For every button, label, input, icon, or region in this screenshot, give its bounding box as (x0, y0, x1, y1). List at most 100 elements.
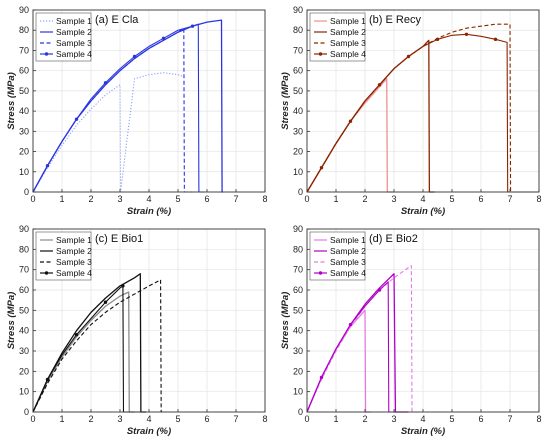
data-point (103, 81, 108, 85)
series-line-2 (32, 273, 147, 413)
series-line-3 (32, 279, 167, 413)
legend-label: Sample 3 (56, 257, 92, 267)
y-tick-label: 80 (19, 244, 29, 254)
x-tick-label: 0 (30, 414, 35, 424)
series-line-4 (306, 33, 539, 193)
y-tick-label: 30 (19, 126, 29, 136)
y-axis-label: Stress (MPa) (280, 292, 291, 350)
x-tick-label: 3 (391, 414, 396, 424)
x-axis-label: Strain (%) (127, 206, 171, 217)
legend-label: Sample 3 (330, 38, 366, 48)
y-tick-label: 0 (298, 407, 303, 417)
series-line-1 (32, 72, 184, 193)
y-tick-label: 80 (293, 244, 303, 254)
x-tick-label: 1 (333, 414, 338, 424)
x-tick-label: 3 (117, 194, 122, 204)
y-tick-label: 30 (293, 126, 303, 136)
x-tick-label: 7 (507, 414, 512, 424)
x-axis-label: Strain (%) (401, 206, 445, 217)
y-tick-label: 40 (293, 326, 303, 336)
legend-label: Sample 3 (56, 38, 92, 48)
data-point (121, 284, 125, 288)
y-tick-label: 10 (19, 387, 29, 397)
legend-label: Sample 4 (56, 49, 92, 59)
x-tick-label: 2 (88, 194, 93, 204)
y-axis-label: Stress (MPa) (6, 72, 17, 130)
x-tick-label: 2 (362, 194, 367, 204)
y-tick-label: 20 (293, 147, 303, 157)
y-tick-label: 50 (293, 305, 303, 315)
panel-title: (d) E Bio2 (369, 233, 418, 245)
y-tick-label: 70 (293, 45, 303, 55)
x-tick-label: 2 (362, 414, 367, 424)
x-tick-label: 5 (175, 194, 180, 204)
x-tick-label: 8 (262, 194, 267, 204)
x-tick-label: 1 (59, 414, 64, 424)
y-tick-label: 0 (298, 187, 303, 197)
y-tick-label: 10 (293, 387, 303, 397)
legend-label: Sample 1 (330, 16, 366, 26)
series-line-1 (32, 291, 135, 413)
x-tick-label: 7 (507, 194, 512, 204)
x-tick-label: 8 (536, 194, 541, 204)
y-tick-label: 40 (19, 106, 29, 116)
legend-marker (318, 52, 323, 56)
y-tick-label: 70 (293, 265, 303, 275)
x-tick-label: 1 (333, 194, 338, 204)
data-point (377, 83, 382, 87)
panel-title: (b) E Recy (369, 14, 421, 26)
y-tick-label: 50 (293, 86, 303, 96)
x-tick-label: 2 (88, 414, 93, 424)
x-tick-label: 5 (449, 194, 454, 204)
legend-label: Sample 2 (56, 27, 92, 37)
x-tick-label: 8 (262, 414, 267, 424)
data-point (464, 32, 469, 36)
data-point (45, 164, 50, 168)
y-tick-label: 20 (293, 366, 303, 376)
y-tick-label: 30 (293, 346, 303, 356)
data-point (132, 54, 137, 59)
panel-title: (c) E Bio1 (95, 233, 143, 245)
y-tick-label: 70 (19, 265, 29, 275)
x-tick-label: 4 (420, 194, 425, 204)
data-point (348, 119, 353, 123)
panel-title: (a) E Cla (95, 14, 139, 26)
data-point (161, 36, 166, 41)
y-tick-label: 50 (19, 305, 29, 315)
x-axis-label: Strain (%) (401, 426, 445, 437)
legend-label: Sample 2 (56, 246, 92, 256)
legend-label: Sample 1 (330, 235, 366, 245)
x-tick-label: 5 (449, 414, 454, 424)
x-tick-label: 1 (59, 194, 64, 204)
x-tick-label: 7 (233, 194, 238, 204)
y-tick-label: 0 (24, 187, 29, 197)
y-axis-label: Stress (MPa) (280, 72, 291, 130)
x-tick-label: 0 (304, 414, 309, 424)
legend-marker (44, 271, 49, 275)
x-tick-label: 4 (420, 414, 425, 424)
legend-label: Sample 1 (56, 235, 92, 245)
x-tick-label: 3 (117, 414, 122, 424)
data-point (45, 377, 50, 382)
x-tick-label: 5 (175, 414, 180, 424)
y-tick-label: 10 (293, 167, 303, 177)
legend-label: Sample 2 (330, 27, 366, 37)
data-point (190, 24, 195, 28)
y-tick-label: 90 (293, 224, 303, 234)
data-point (103, 300, 108, 304)
y-tick-label: 20 (19, 366, 29, 376)
x-tick-label: 8 (536, 414, 541, 424)
y-tick-label: 90 (293, 5, 303, 15)
y-tick-label: 10 (19, 167, 29, 177)
x-tick-label: 6 (478, 414, 483, 424)
x-tick-label: 7 (233, 414, 238, 424)
x-tick-label: 4 (146, 414, 151, 424)
legend-label: Sample 3 (330, 257, 366, 267)
series-line-3 (32, 27, 193, 193)
data-point (74, 117, 79, 121)
data-point (406, 54, 411, 59)
x-axis-label: Strain (%) (127, 426, 171, 437)
